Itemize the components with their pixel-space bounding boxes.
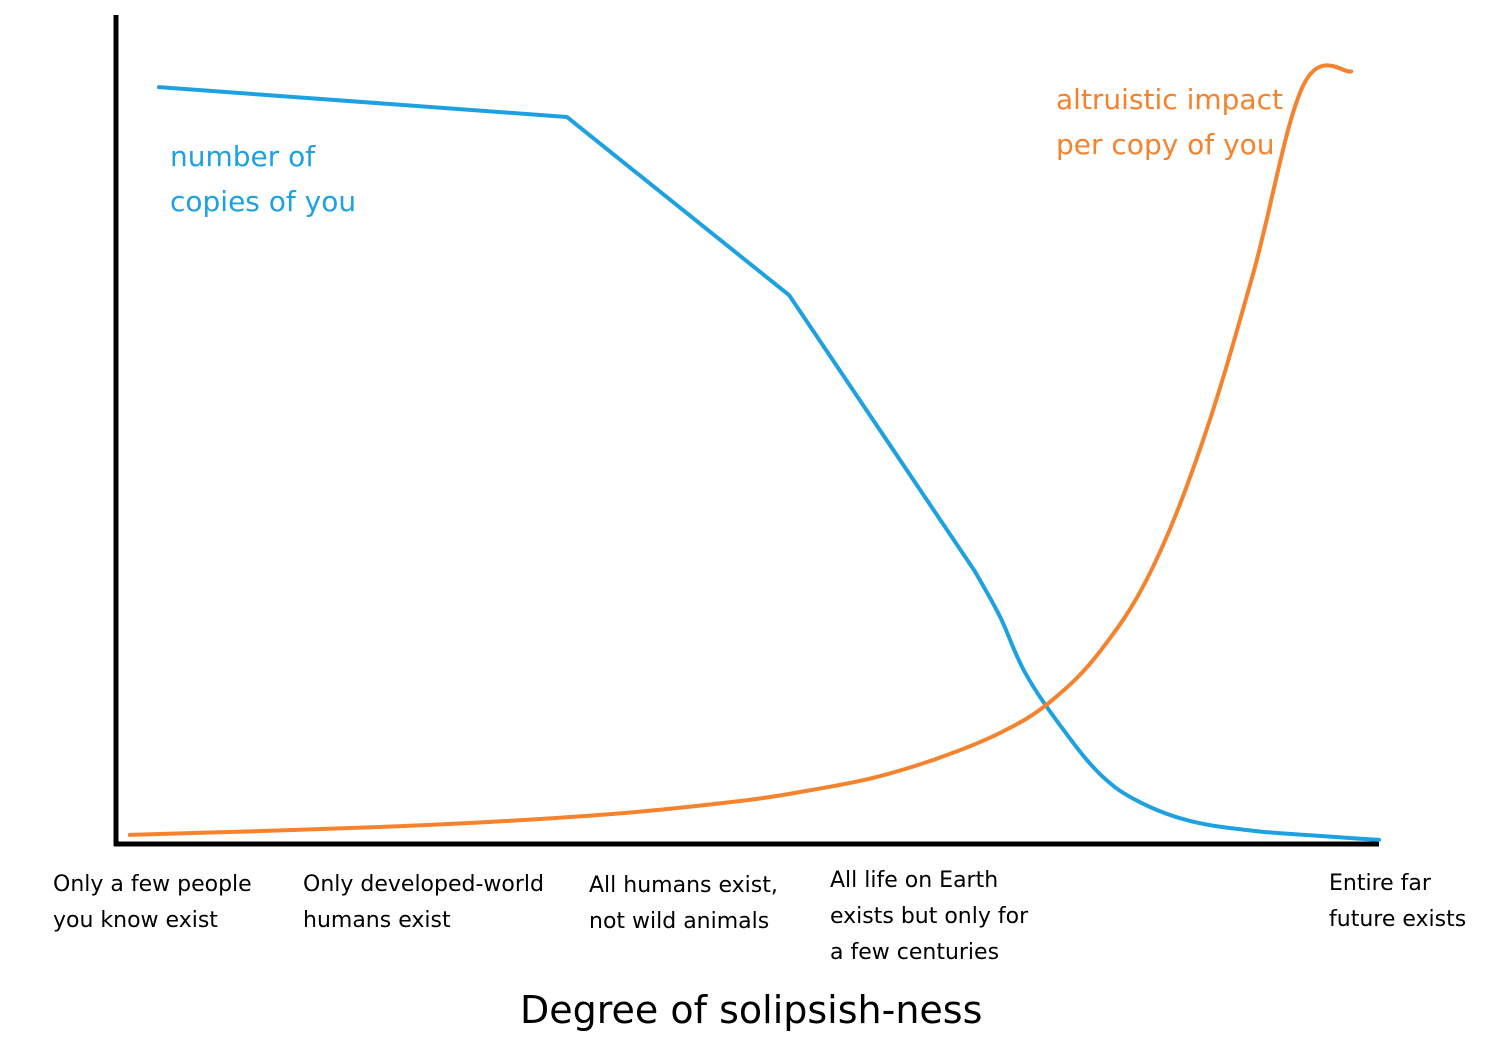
x-tick-label: Only developed-world humans exist: [303, 872, 544, 933]
series-label-copies: number of copies of you: [170, 140, 357, 218]
series-line-impact: [127, 63, 1354, 837]
x-axis-title: Degree of solipsish-ness: [520, 988, 983, 1032]
series-layer: [127, 63, 1381, 842]
x-tick-label: Entire far future exists: [1329, 871, 1467, 932]
series-line-copies: [156, 85, 1381, 842]
x-tick-label: All humans exist, not wild animals: [589, 873, 778, 934]
x-tick-label: Only a few people you know exist: [53, 872, 252, 933]
x-tick-label: All life on Earth exists but only for a …: [830, 868, 1029, 965]
series-label-impact: altruistic impact per copy of you: [1056, 83, 1283, 161]
